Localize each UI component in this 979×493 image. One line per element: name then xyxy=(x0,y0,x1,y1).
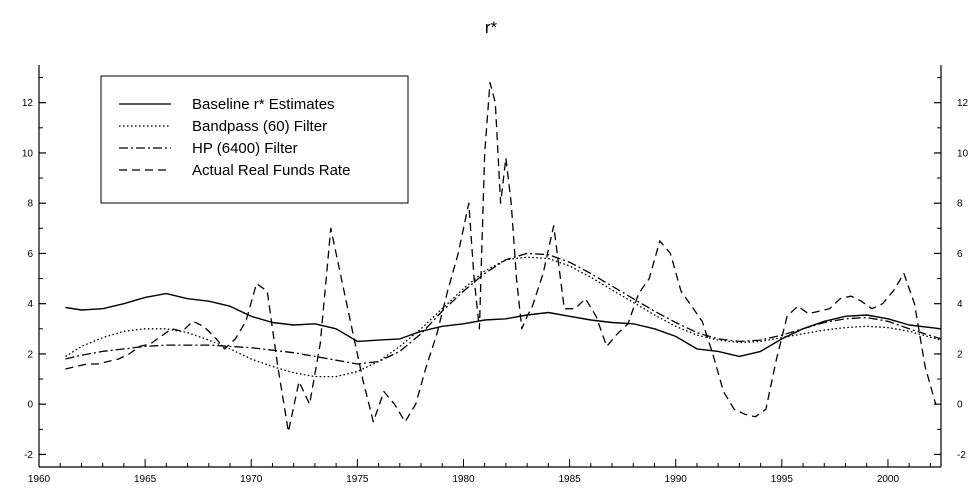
y-tick-label-left: -2 xyxy=(24,450,33,461)
legend-label-2: Bandpass (60) Filter xyxy=(192,118,327,135)
y-tick-label-right: 12 xyxy=(957,98,969,109)
series-line-4 xyxy=(65,81,937,433)
x-tick-label: 1960 xyxy=(28,474,51,485)
chart-title: r* xyxy=(485,18,498,37)
y-tick-label-left: 6 xyxy=(27,249,33,260)
x-tick-label: 1970 xyxy=(240,474,263,485)
legend-label-4: Actual Real Funds Rate xyxy=(192,162,350,179)
x-tick-label: 1980 xyxy=(452,474,475,485)
y-tick-label-right: 6 xyxy=(957,249,963,260)
x-tick-label: 1975 xyxy=(346,474,369,485)
x-tick-label: 1985 xyxy=(558,474,581,485)
x-tick-label: 1965 xyxy=(134,474,157,485)
series-line-2 xyxy=(65,256,942,378)
legend: Baseline r* Estimates Bandpass (60) Filte… xyxy=(100,75,409,204)
x-tick-label: 1990 xyxy=(665,474,688,485)
y-tick-label-right: -2 xyxy=(957,450,966,461)
y-tick-label-left: 0 xyxy=(27,400,33,411)
series-line-1 xyxy=(65,292,942,358)
y-tick-label-right: 0 xyxy=(957,400,963,411)
y-tick-label-right: 4 xyxy=(957,299,963,310)
y-tick-label-left: 10 xyxy=(22,148,34,159)
y-tick-label-right: 2 xyxy=(957,349,963,360)
y-tick-label-right: 10 xyxy=(957,148,969,159)
axes: -2 -2 0 0 2 2 4 4 6 6 8 8 10 10 12 12 1960 1965 1970 1975 19… xyxy=(22,65,969,485)
legend-label-3: HP (6400) Filter xyxy=(192,140,298,157)
x-tick-label: 2000 xyxy=(877,474,900,485)
legend-label-1: Baseline r* Estimates xyxy=(192,96,335,113)
legend-box xyxy=(100,75,409,204)
y-tick-label-left: 4 xyxy=(27,299,33,310)
y-tick-label-left: 8 xyxy=(27,199,33,210)
series-line-3 xyxy=(65,252,942,365)
y-tick-label-left: 12 xyxy=(22,98,34,109)
y-tick-label-left: 2 xyxy=(27,349,33,360)
series-group xyxy=(65,81,942,433)
x-tick-label: 1995 xyxy=(771,474,794,485)
y-tick-label-right: 8 xyxy=(957,199,963,210)
